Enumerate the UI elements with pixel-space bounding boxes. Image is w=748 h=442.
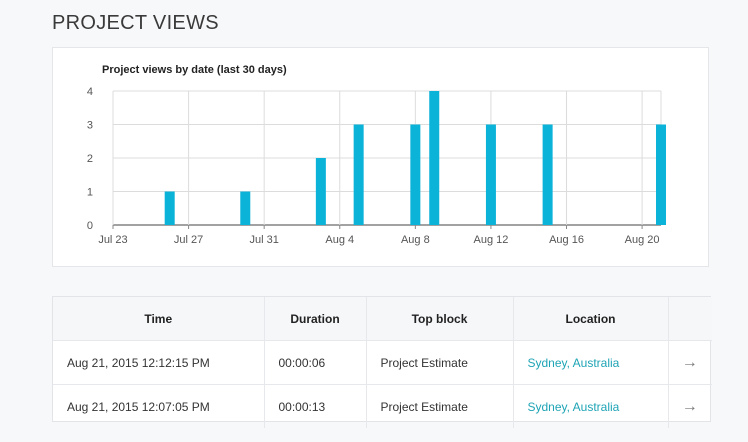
bar [240, 191, 251, 225]
column-header-duration: Duration [264, 297, 367, 341]
x-tick-label: Aug 16 [549, 234, 584, 246]
bar [164, 191, 175, 225]
table-header-row: Time Duration Top block Location [53, 297, 712, 341]
chart-card: Project views by date (last 30 days) 0 1 2… [52, 47, 709, 267]
row-details-button[interactable]: → [668, 385, 712, 429]
bar [542, 124, 553, 225]
y-tick-label: 3 [87, 120, 93, 132]
x-tick-label: Jul 31 [249, 234, 278, 246]
x-tick-label: Aug 20 [625, 234, 660, 246]
views-table-card: Time Duration Top block Location Aug 21,… [52, 296, 712, 428]
x-tick-label: Jul 27 [174, 234, 203, 246]
x-tick-label: Aug 12 [473, 234, 508, 246]
y-tick-label: 4 [87, 86, 93, 98]
bar-chart: 0 1 2 3 4 Jul 23 Jul 27 Jul 31 Aug 4 Aug 8 Aug 12 A… [87, 86, 666, 246]
cell-top-block: Project Estimate [366, 340, 514, 385]
page-title: PROJECT VIEWS [52, 12, 219, 34]
y-tick-label: 1 [87, 187, 93, 199]
bar [656, 124, 666, 225]
cell-duration: 00:00:06 [264, 340, 367, 385]
cell-location: Sydney, Australia [513, 384, 669, 428]
y-tick-label: 0 [87, 220, 93, 232]
arrow-right-icon[interactable]: → [681, 353, 698, 371]
arrow-right-icon[interactable]: → [681, 397, 698, 415]
column-header-location: Location [513, 297, 669, 341]
cell-top-block: Project Estimate [366, 384, 514, 428]
cell-time: Aug 21, 2015 12:07:05 PM [53, 384, 265, 428]
column-header-action [668, 297, 712, 341]
table-row[interactable]: Aug 21, 2015 12:12:15 PM 00:00:06 Projec… [53, 340, 712, 385]
row-details-button[interactable]: → [668, 340, 712, 385]
bar [410, 124, 421, 225]
cell-location: Sydney, Australia [513, 340, 669, 385]
bar [353, 124, 364, 225]
x-tick-label: Aug 8 [401, 234, 430, 246]
chart-title: Project views by date (last 30 days) [102, 64, 287, 76]
cell-duration: 00:00:13 [264, 384, 367, 428]
cell-time: Aug 21, 2015 12:12:15 PM [53, 340, 265, 385]
table-row[interactable]: Aug 21, 2015 12:07:05 PM 00:00:13 Projec… [53, 384, 712, 429]
x-tick-label: Jul 23 [98, 234, 127, 246]
bar [485, 124, 496, 225]
y-tick-label: 2 [87, 153, 93, 165]
bar [315, 158, 326, 225]
bar [429, 91, 440, 225]
x-tick-label: Aug 4 [325, 234, 354, 246]
column-header-time: Time [53, 297, 265, 341]
column-header-top-block: Top block [366, 297, 514, 341]
views-table: Time Duration Top block Location Aug 21,… [53, 297, 712, 428]
